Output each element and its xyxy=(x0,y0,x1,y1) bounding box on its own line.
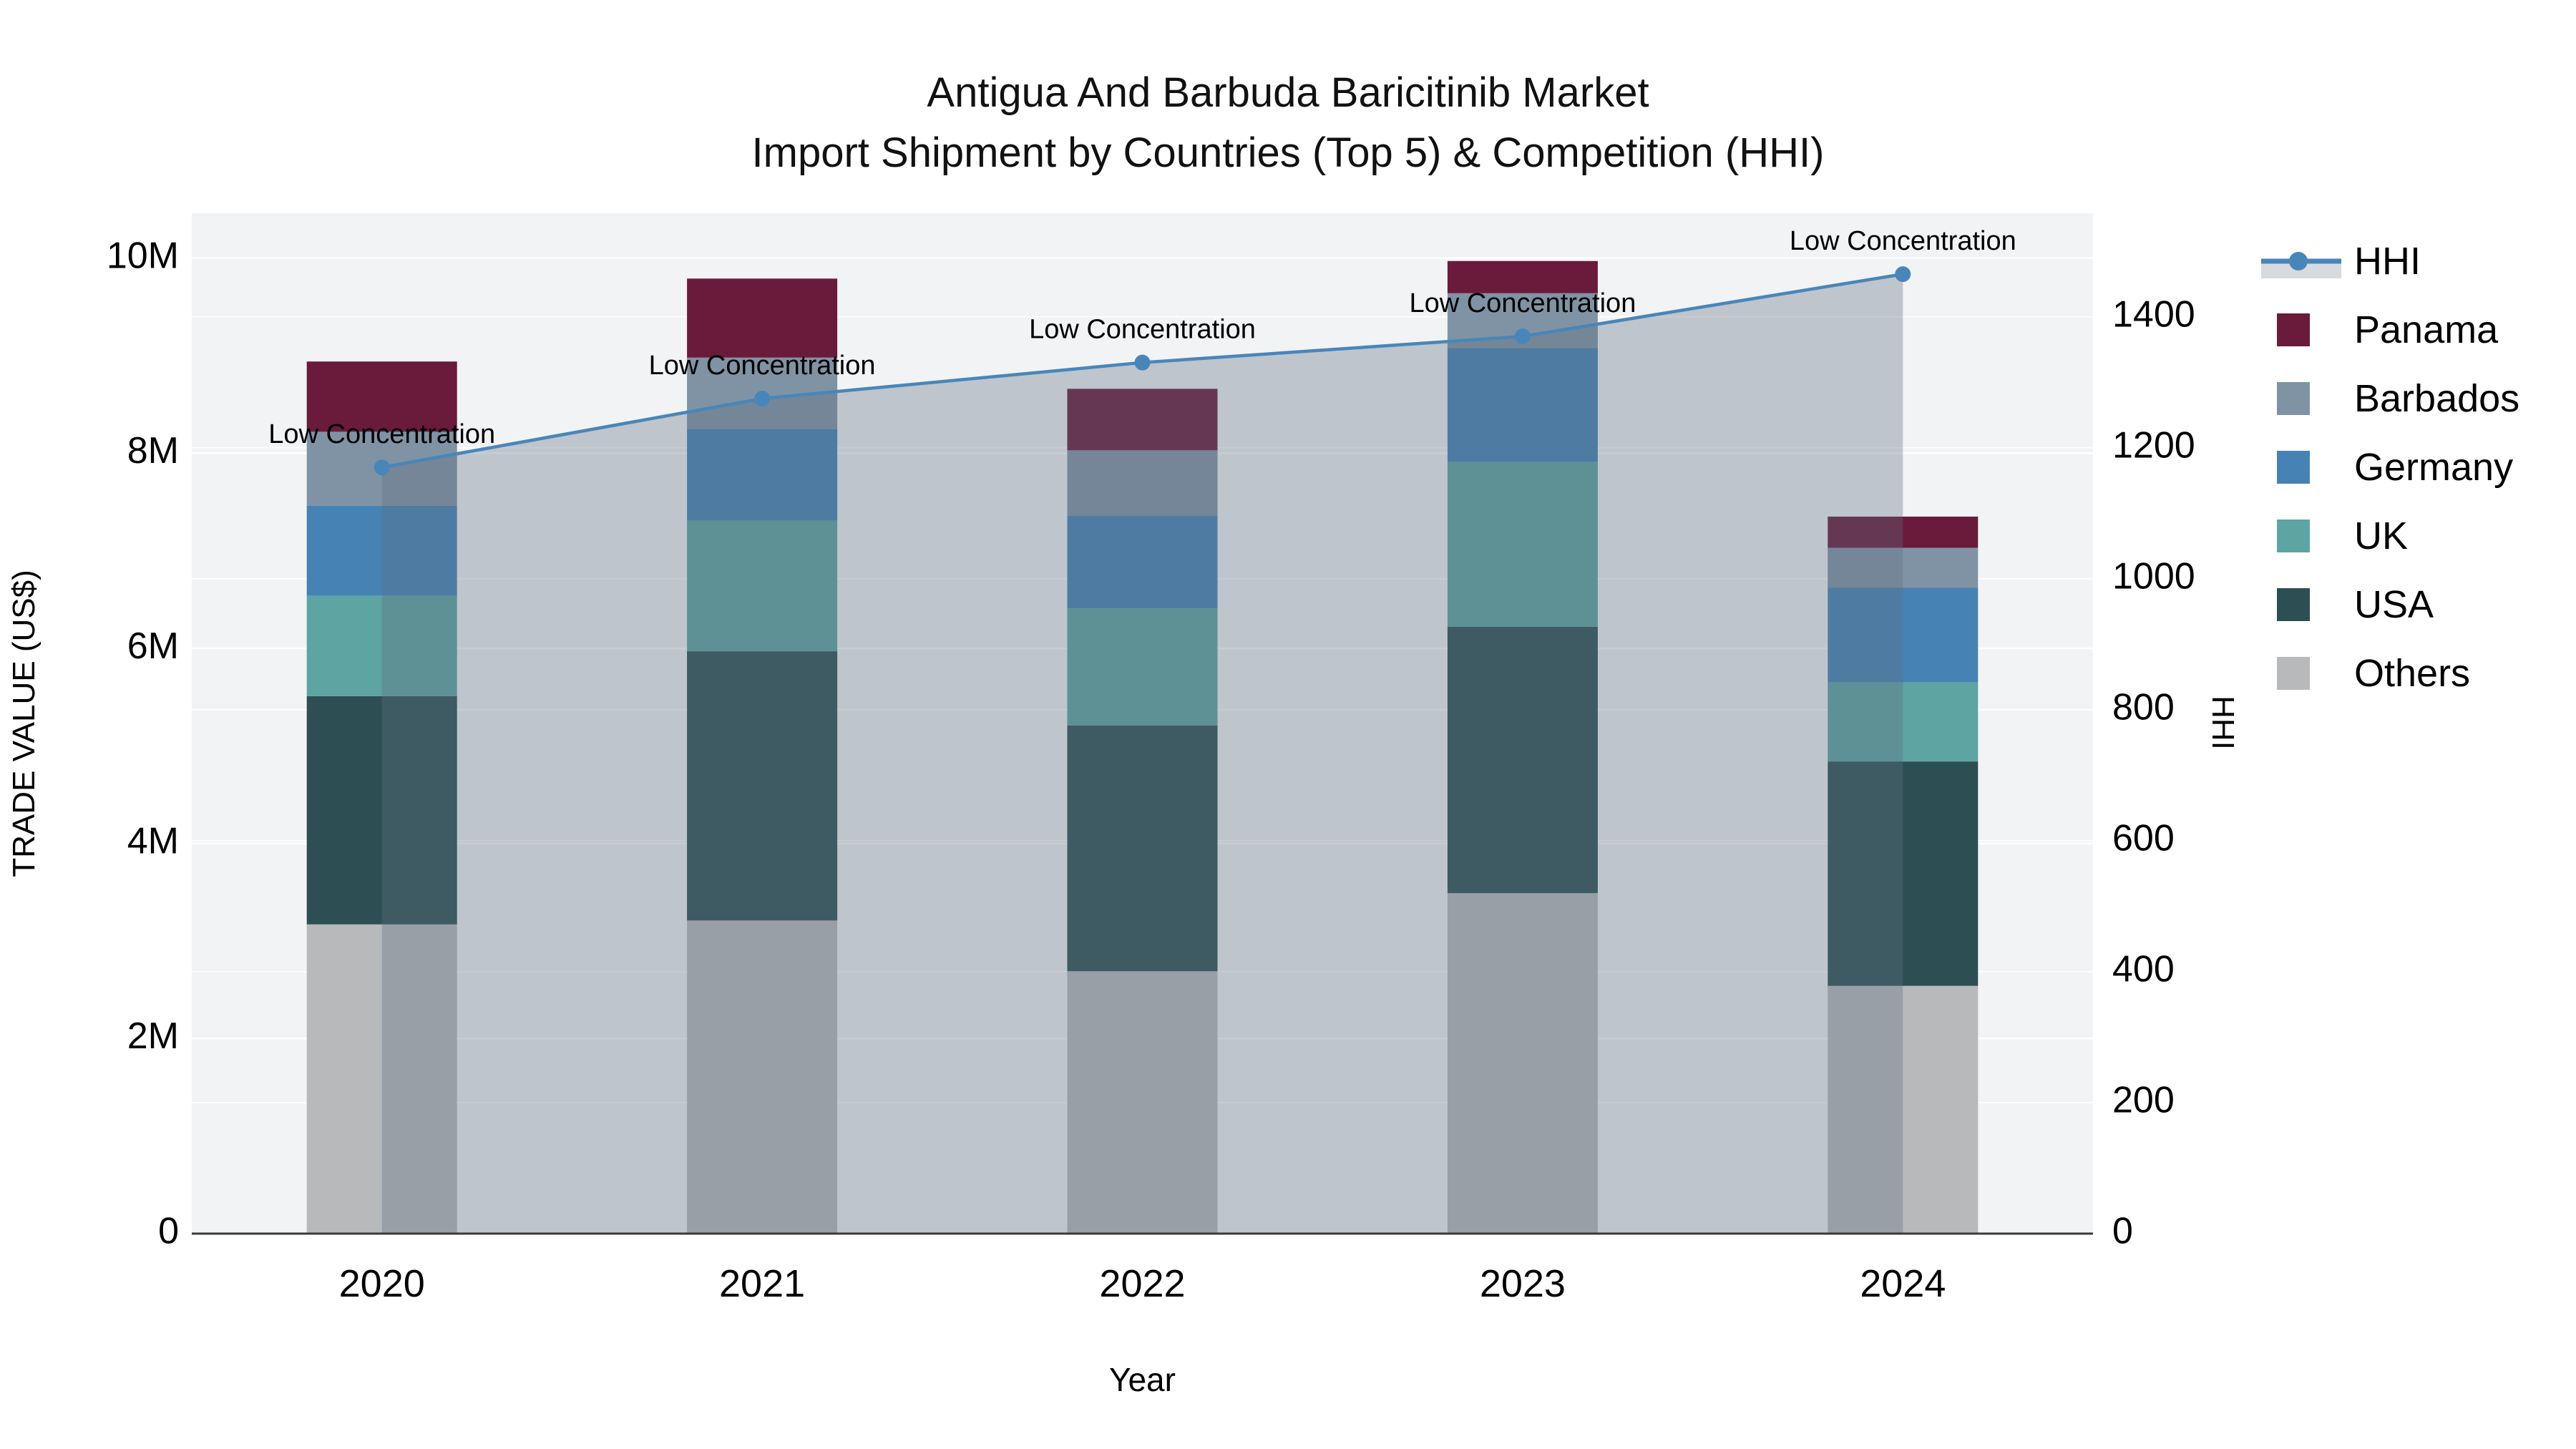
legend-item-label: Germany xyxy=(2354,446,2513,489)
hhi-marker-2024 xyxy=(1895,266,1911,283)
bar-segment-others-2023 xyxy=(1447,893,1598,1234)
legend-item-barbados[interactable]: Barbados xyxy=(2277,377,2519,420)
annotation-2022: Low Concentration xyxy=(1029,315,1256,345)
legend-color-swatch xyxy=(2277,451,2310,484)
bar-segment-panama-2020 xyxy=(306,361,457,432)
legend-item-usa[interactable]: USA xyxy=(2277,583,2434,626)
legend-color-swatch xyxy=(2277,519,2310,552)
x-axis-title: Year xyxy=(1109,1361,1176,1398)
hhi-marker-2021 xyxy=(754,391,771,407)
bar-segment-uk-2022 xyxy=(1067,608,1218,726)
bar-segment-others-2022 xyxy=(1067,971,1218,1234)
annotation-2023: Low Concentration xyxy=(1409,288,1636,318)
legend-item-uk[interactable]: UK xyxy=(2277,514,2408,557)
annotation-2021: Low Concentration xyxy=(649,351,876,381)
y2-axis-tick-label: 1400 xyxy=(2112,293,2195,335)
hhi-marker-2023 xyxy=(1514,328,1531,345)
bar-segment-others-2024 xyxy=(1828,985,1979,1234)
bar-segment-uk-2024 xyxy=(1828,682,1979,762)
annotations: Low Concentration Low Concentration Low Co… xyxy=(268,226,2016,449)
legend-item-label: UK xyxy=(2354,514,2408,557)
y2-axis-tick-label: 200 xyxy=(2112,1080,2175,1121)
legend-color-swatch xyxy=(2277,657,2310,690)
bar-segment-uk-2020 xyxy=(306,595,457,696)
bar-segment-usa-2020 xyxy=(306,696,457,924)
bar-segment-others-2020 xyxy=(306,924,457,1234)
x-axis-tick-label: 2024 xyxy=(1860,1262,1946,1305)
legend-item-others[interactable]: Others xyxy=(2277,652,2470,695)
hhi-line xyxy=(374,266,1911,476)
y-axis-tick-label: 4M xyxy=(127,820,179,862)
annotation-2024: Low Concentration xyxy=(1790,226,2016,256)
bar-segment-usa-2024 xyxy=(1828,761,1979,986)
bar-segment-germany-2023 xyxy=(1447,348,1598,462)
legend: HHI Panama Barbados Germany UK USA Others xyxy=(2261,240,2519,695)
y-axis-tick-label: 2M xyxy=(127,1015,179,1057)
y-axis-tick-label: 8M xyxy=(127,430,179,472)
legend-item-label: HHI xyxy=(2354,240,2421,283)
y-axis-tick-label: 6M xyxy=(127,625,179,667)
bar-segment-panama-2024 xyxy=(1828,516,1979,548)
legend-item-panama[interactable]: Panama xyxy=(2277,308,2499,351)
bar-segment-usa-2021 xyxy=(687,651,838,921)
bar-segment-uk-2021 xyxy=(687,520,838,652)
legend-item-hhi[interactable]: HHI xyxy=(2261,240,2421,283)
legend-item-germany[interactable]: Germany xyxy=(2277,446,2513,489)
y2-axis-tick-label: 400 xyxy=(2112,949,2175,990)
axis-labels: 0 2M 4M 6M 8M 10M 0 200 400 600 800 1000 1200 1400 202… xyxy=(6,235,2240,1398)
bar-segment-panama-2022 xyxy=(1067,389,1218,451)
legend-marker-icon xyxy=(2289,252,2308,270)
x-axis-tick-label: 2020 xyxy=(339,1262,425,1305)
hhi-area-fill xyxy=(381,274,1903,1234)
legend-item-label: Others xyxy=(2354,652,2470,695)
y-axis-title: TRADE VALUE (US$) xyxy=(6,570,42,877)
x-axis-tick-label: 2023 xyxy=(1480,1262,1566,1305)
y2-axis-tick-label: 600 xyxy=(2112,818,2175,859)
bar-segment-others-2021 xyxy=(687,920,838,1234)
legend-color-swatch xyxy=(2277,382,2310,415)
legend-item-label: USA xyxy=(2354,583,2434,626)
bar-segment-germany-2020 xyxy=(306,505,457,596)
y2-axis-tick-label: 0 xyxy=(2112,1211,2133,1252)
y2-axis-title: HHI xyxy=(2205,696,2240,750)
bars xyxy=(306,260,1979,1234)
legend-item-label: Barbados xyxy=(2354,377,2519,420)
bar-segment-panama-2023 xyxy=(1447,260,1598,293)
y2-axis-tick-label: 1000 xyxy=(2112,555,2195,597)
bar-segment-panama-2021 xyxy=(687,278,838,358)
bar-segment-usa-2022 xyxy=(1067,725,1218,972)
legend-color-swatch xyxy=(2277,588,2310,621)
bar-segment-barbados-2022 xyxy=(1067,450,1218,516)
bar-segment-germany-2021 xyxy=(687,429,838,521)
bar-segment-barbados-2024 xyxy=(1828,547,1979,588)
y-axis-tick-label: 0 xyxy=(158,1211,179,1252)
bar-segment-germany-2022 xyxy=(1067,515,1218,609)
legend-item-label: Panama xyxy=(2354,308,2499,351)
x-axis-tick-label: 2022 xyxy=(1099,1262,1185,1305)
y2-axis-tick-label: 800 xyxy=(2112,687,2175,728)
annotation-2020: Low Concentration xyxy=(268,419,495,449)
y2-axis-tick-label: 1200 xyxy=(2112,424,2195,466)
bar-segment-usa-2023 xyxy=(1447,627,1598,894)
y-axis-tick-label: 10M xyxy=(107,235,179,276)
x-axis-tick-label: 2021 xyxy=(719,1262,805,1305)
hhi-marker-2022 xyxy=(1134,354,1151,371)
legend-color-swatch xyxy=(2277,313,2310,346)
bar-segment-uk-2023 xyxy=(1447,462,1598,628)
bar-segment-germany-2024 xyxy=(1828,587,1979,683)
hhi-marker-2020 xyxy=(374,459,390,476)
